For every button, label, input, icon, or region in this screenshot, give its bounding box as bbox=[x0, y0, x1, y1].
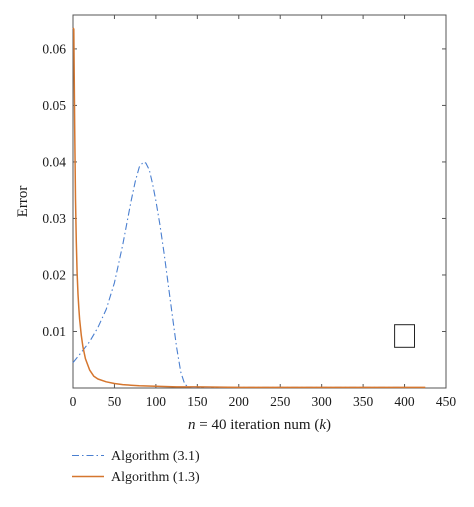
series-lines bbox=[72, 27, 426, 389]
y-tick-label: 0.03 bbox=[42, 211, 66, 226]
annotations bbox=[394, 324, 416, 348]
y-tick-label: 0.02 bbox=[42, 267, 66, 282]
annotation-rectangle bbox=[394, 324, 416, 348]
x-axis-label: n = 40 iteration num (k) bbox=[188, 417, 331, 433]
plot-frame bbox=[72, 14, 447, 389]
series-line-algorithm-3-1 bbox=[72, 161, 405, 388]
x-axis-label-var-n: n bbox=[188, 417, 196, 433]
x-tick-label: 100 bbox=[146, 394, 167, 409]
y-tick-label: 0.05 bbox=[42, 98, 66, 113]
x-tick-label: 400 bbox=[394, 394, 415, 409]
legend: Algorithm (3.1) Algorithm (1.3) bbox=[72, 449, 200, 485]
axis-ticks: 0 50 100 150 200 250 300 350 400 450 0.01 0.02 0.03 0… bbox=[42, 15, 456, 409]
axes-box bbox=[72, 14, 447, 389]
x-tick-label: 50 bbox=[108, 394, 122, 409]
x-tick-label: 0 bbox=[70, 394, 77, 409]
x-tick-label: 300 bbox=[312, 394, 333, 409]
x-axis-label-var-k: k bbox=[319, 417, 326, 433]
x-axis-label-end: ) bbox=[326, 417, 331, 433]
x-tick-label: 150 bbox=[187, 394, 208, 409]
legend-label-algorithm-1-3: Algorithm (1.3) bbox=[111, 470, 200, 485]
x-axis-label-mid: = 40 iteration num ( bbox=[195, 417, 319, 433]
x-tick-label: 250 bbox=[270, 394, 291, 409]
legend-label-algorithm-3-1: Algorithm (3.1) bbox=[111, 449, 200, 464]
x-tick-label: 450 bbox=[436, 394, 457, 409]
series-line-algorithm-1-3 bbox=[72, 27, 426, 389]
x-tick-label: 200 bbox=[229, 394, 250, 409]
y-axis-label: Error bbox=[15, 186, 31, 218]
y-tick-label: 0.04 bbox=[42, 154, 66, 169]
y-tick-label: 0.06 bbox=[42, 41, 66, 56]
y-tick-label: 0.01 bbox=[42, 324, 66, 339]
x-tick-label: 350 bbox=[353, 394, 374, 409]
